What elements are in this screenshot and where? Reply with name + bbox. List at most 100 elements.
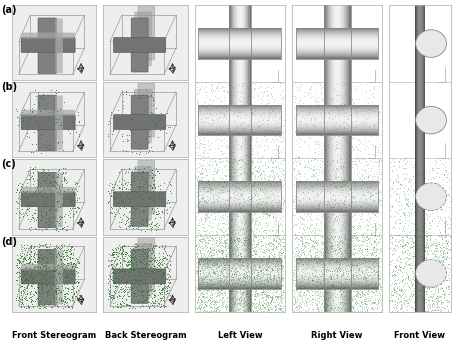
Point — [133, 286, 140, 292]
Point — [268, 295, 276, 301]
Point — [312, 227, 319, 233]
Point — [192, 304, 200, 310]
Point — [263, 124, 271, 130]
Point — [198, 289, 206, 294]
Point — [278, 222, 286, 228]
Point — [308, 244, 315, 249]
Point — [55, 269, 63, 274]
Point — [265, 208, 273, 214]
Point — [358, 290, 366, 296]
Point — [217, 268, 224, 274]
Point — [410, 265, 418, 270]
Point — [355, 290, 362, 296]
Point — [29, 276, 37, 281]
Point — [367, 280, 374, 285]
Point — [415, 238, 422, 244]
Point — [206, 273, 214, 279]
Point — [139, 186, 146, 192]
Point — [251, 302, 258, 308]
Point — [410, 287, 418, 293]
Point — [154, 211, 162, 216]
Point — [256, 172, 264, 178]
Point — [419, 253, 426, 259]
Point — [352, 211, 360, 217]
Point — [321, 299, 329, 305]
Point — [342, 253, 349, 259]
Point — [300, 190, 307, 195]
Point — [240, 185, 247, 190]
Point — [294, 283, 301, 288]
Point — [198, 267, 206, 273]
Point — [292, 205, 300, 210]
Point — [361, 89, 369, 95]
Point — [235, 256, 242, 261]
Point — [229, 274, 237, 280]
Point — [217, 239, 224, 245]
Point — [166, 279, 173, 284]
Point — [432, 254, 439, 260]
Bar — [296, 277, 378, 279]
Point — [25, 260, 33, 266]
Point — [306, 222, 314, 228]
Point — [247, 276, 255, 282]
Point — [207, 212, 215, 217]
Point — [356, 225, 364, 230]
Point — [238, 134, 246, 139]
Point — [267, 299, 275, 305]
Point — [356, 223, 364, 229]
Point — [70, 250, 77, 256]
Point — [160, 193, 167, 199]
Point — [210, 269, 217, 275]
Point — [201, 299, 209, 305]
Point — [373, 207, 380, 213]
Point — [220, 172, 228, 177]
Point — [58, 215, 65, 220]
Point — [377, 296, 384, 302]
Point — [146, 121, 154, 126]
Point — [216, 285, 224, 290]
Point — [305, 272, 313, 278]
Point — [243, 289, 250, 294]
Point — [199, 279, 207, 284]
Point — [274, 294, 282, 300]
Bar — [199, 192, 281, 194]
Point — [273, 205, 281, 210]
Point — [131, 254, 138, 260]
Point — [26, 275, 34, 281]
Point — [317, 245, 324, 250]
Point — [56, 272, 64, 277]
Point — [424, 283, 432, 289]
Point — [195, 281, 202, 287]
Point — [404, 200, 411, 205]
Point — [193, 277, 201, 282]
Point — [398, 277, 406, 283]
Point — [196, 287, 203, 292]
Point — [370, 94, 377, 100]
Point — [213, 161, 220, 167]
Point — [149, 256, 156, 261]
Point — [51, 184, 58, 189]
Point — [404, 186, 412, 191]
Point — [388, 308, 396, 313]
Point — [255, 222, 262, 228]
Point — [396, 286, 403, 292]
Point — [60, 203, 67, 209]
Point — [304, 308, 312, 313]
Point — [292, 252, 300, 257]
Point — [437, 252, 445, 258]
Point — [339, 163, 347, 169]
Point — [68, 295, 76, 301]
Point — [269, 275, 276, 281]
Point — [338, 295, 346, 301]
Point — [204, 214, 211, 219]
Point — [419, 194, 426, 199]
Point — [329, 249, 337, 254]
Bar — [296, 185, 378, 186]
Point — [377, 259, 384, 264]
Bar — [296, 124, 378, 125]
Bar — [296, 287, 378, 289]
Point — [396, 278, 403, 283]
Point — [248, 148, 255, 153]
Point — [250, 293, 258, 298]
Point — [61, 266, 68, 272]
